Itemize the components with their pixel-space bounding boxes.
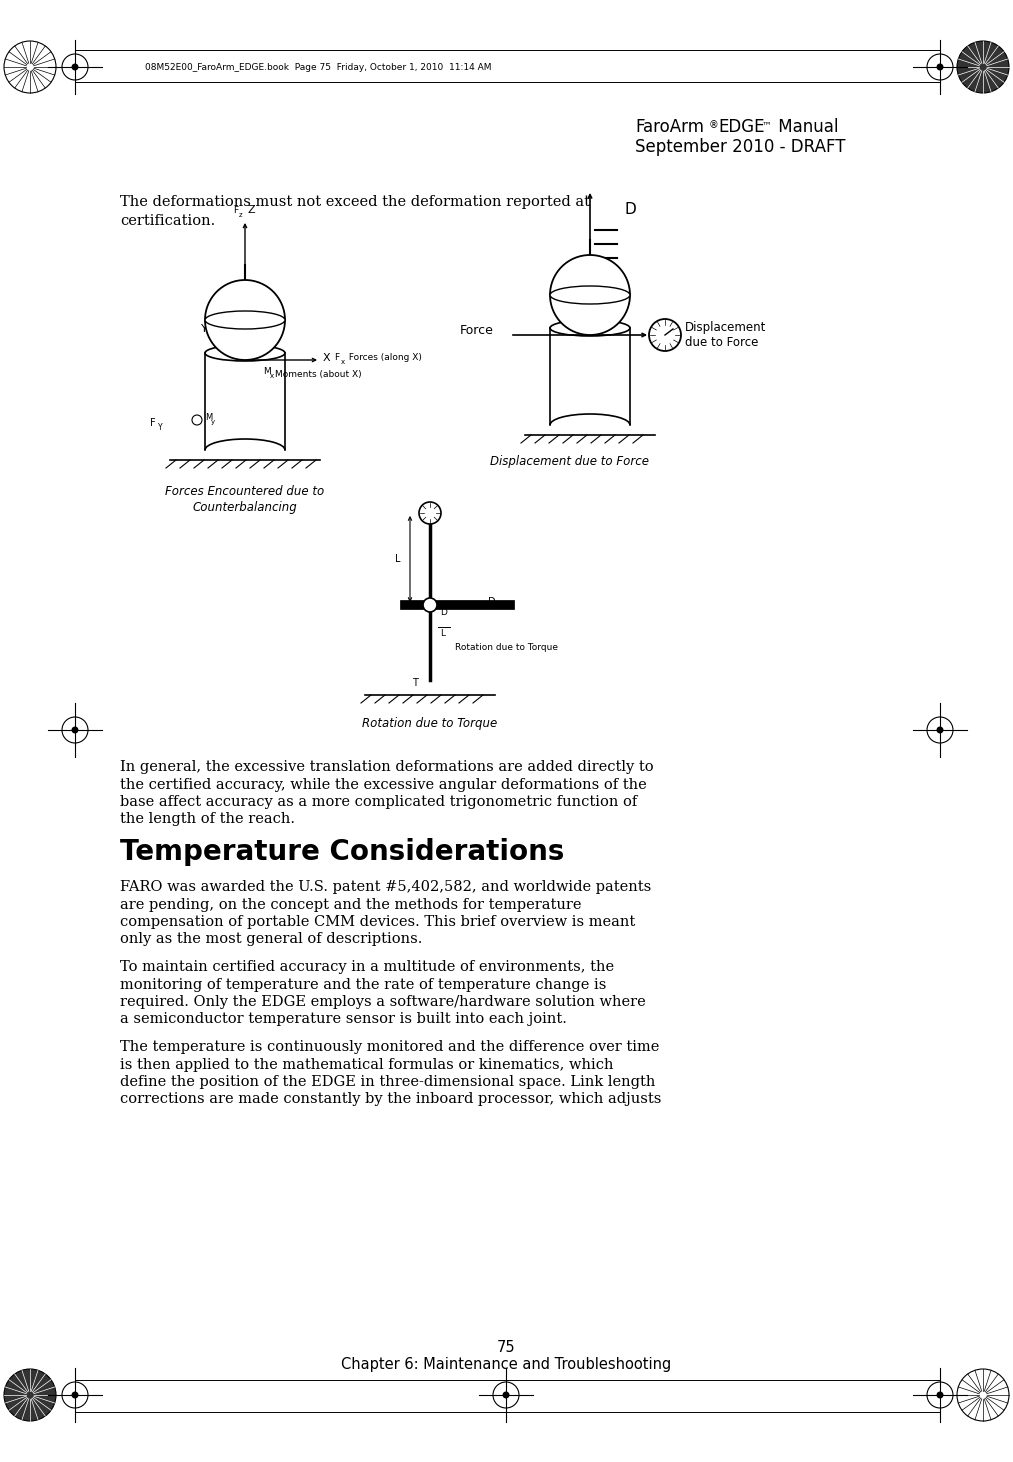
Text: x: x [270, 373, 275, 379]
Text: compensation of portable CMM devices. This brief overview is meant: compensation of portable CMM devices. Th… [120, 915, 635, 928]
Circle shape [192, 415, 202, 425]
Circle shape [4, 1368, 56, 1421]
Text: x: x [341, 360, 345, 366]
Text: D: D [625, 203, 637, 218]
Text: are pending, on the concept and the methods for temperature: are pending, on the concept and the meth… [120, 898, 581, 911]
Text: the length of the reach.: the length of the reach. [120, 813, 295, 826]
Circle shape [62, 54, 88, 80]
Text: 75: 75 [496, 1341, 516, 1355]
Text: F: F [334, 354, 339, 363]
Circle shape [493, 1382, 519, 1408]
Text: To maintain certified accuracy in a multitude of environments, the: To maintain certified accuracy in a mult… [120, 961, 614, 974]
Text: In general, the excessive translation deformations are added directly to: In general, the excessive translation de… [120, 760, 653, 773]
Text: FaroArm: FaroArm [635, 118, 704, 136]
Circle shape [62, 716, 88, 743]
Text: F: F [233, 206, 238, 215]
Text: T: T [412, 678, 418, 689]
Text: Z: Z [248, 205, 255, 215]
Circle shape [419, 501, 441, 523]
Circle shape [927, 1382, 953, 1408]
Circle shape [423, 598, 437, 613]
Circle shape [936, 63, 943, 70]
Text: Forces Encountered due to: Forces Encountered due to [165, 485, 324, 499]
Bar [205, 352, 285, 450]
Text: M: M [205, 414, 213, 423]
Text: F: F [150, 418, 156, 428]
Text: Y: Y [158, 423, 163, 431]
Text: certification.: certification. [120, 213, 215, 228]
Text: the certified accuracy, while the excessive angular deformations of the: the certified accuracy, while the excess… [120, 778, 646, 791]
Text: required. Only the EDGE employs a software/hardware solution where: required. Only the EDGE employs a softwa… [120, 996, 645, 1009]
Text: only as the most general of descriptions.: only as the most general of descriptions… [120, 933, 422, 946]
Text: define the position of the EDGE in three-dimensional space. Link length: define the position of the EDGE in three… [120, 1075, 655, 1089]
Circle shape [649, 319, 681, 351]
Circle shape [550, 254, 630, 335]
Text: corrections are made constantly by the inboard processor, which adjusts: corrections are made constantly by the i… [120, 1092, 661, 1107]
Circle shape [927, 54, 953, 80]
Text: Chapter 6: Maintenance and Troubleshooting: Chapter 6: Maintenance and Troubleshooti… [341, 1358, 672, 1373]
Text: Displacement
due to Force: Displacement due to Force [685, 322, 767, 349]
Text: FARO was awarded the U.S. patent #5,402,582, and worldwide patents: FARO was awarded the U.S. patent #5,402,… [120, 880, 651, 893]
Text: 08M52E00_FaroArm_EDGE.book  Page 75  Friday, October 1, 2010  11:14 AM: 08M52E00_FaroArm_EDGE.book Page 75 Frida… [145, 63, 491, 72]
Text: a semiconductor temperature sensor is built into each joint.: a semiconductor temperature sensor is bu… [120, 1013, 567, 1026]
Circle shape [4, 41, 56, 94]
Ellipse shape [550, 320, 630, 336]
Circle shape [72, 63, 78, 70]
Text: L: L [394, 554, 400, 564]
Text: M: M [263, 367, 270, 377]
Circle shape [927, 716, 953, 743]
Text: monitoring of temperature and the rate of temperature change is: monitoring of temperature and the rate o… [120, 978, 607, 991]
Circle shape [205, 281, 285, 360]
Circle shape [936, 1392, 943, 1399]
Text: Counterbalancing: Counterbalancing [192, 501, 298, 515]
Text: D: D [440, 608, 447, 617]
Text: Moments (about X): Moments (about X) [275, 370, 362, 379]
Bar [550, 327, 630, 425]
Circle shape [502, 1392, 510, 1399]
Ellipse shape [205, 311, 285, 329]
Circle shape [957, 41, 1009, 94]
Text: y: y [211, 420, 215, 425]
Text: Temperature Considerations: Temperature Considerations [120, 838, 564, 866]
Text: Rotation due to Torque: Rotation due to Torque [363, 716, 497, 730]
Text: M: M [258, 285, 265, 294]
Text: ®: ® [709, 120, 719, 130]
Text: Forces (along X): Forces (along X) [346, 354, 421, 363]
Text: z: z [265, 291, 268, 297]
Circle shape [62, 1382, 88, 1408]
Text: z: z [239, 212, 243, 218]
Circle shape [957, 1368, 1009, 1421]
Text: is then applied to the mathematical formulas or kinematics, which: is then applied to the mathematical form… [120, 1057, 614, 1072]
Text: Displacement due to Force: Displacement due to Force [490, 455, 649, 468]
Text: The deformations must not exceed the deformation reported at: The deformations must not exceed the def… [120, 194, 590, 209]
Text: ™: ™ [762, 120, 772, 130]
Circle shape [72, 1392, 78, 1399]
Text: Y: Y [202, 325, 208, 335]
Ellipse shape [550, 287, 630, 304]
Text: September 2010 - DRAFT: September 2010 - DRAFT [635, 137, 846, 156]
Circle shape [936, 727, 943, 734]
Ellipse shape [205, 345, 285, 361]
Text: base affect accuracy as a more complicated trigonometric function of: base affect accuracy as a more complicat… [120, 795, 637, 808]
Text: Force: Force [460, 323, 494, 336]
Text: D: D [488, 596, 495, 607]
Text: Manual: Manual [773, 118, 839, 136]
Text: L: L [440, 629, 445, 637]
Text: X: X [323, 352, 330, 363]
Circle shape [72, 727, 78, 734]
Text: EDGE: EDGE [718, 118, 765, 136]
Text: Rotation due to Torque: Rotation due to Torque [455, 643, 558, 652]
Text: The temperature is continuously monitored and the difference over time: The temperature is continuously monitore… [120, 1039, 659, 1054]
